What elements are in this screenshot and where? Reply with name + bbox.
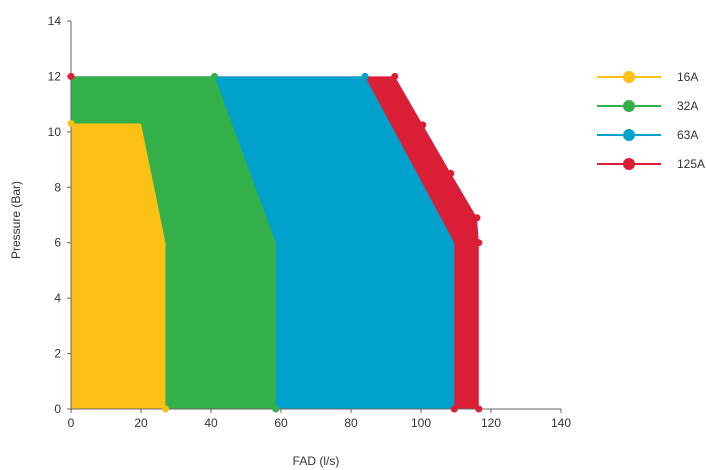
point-125a bbox=[419, 121, 427, 129]
legend-label: 32A bbox=[677, 99, 698, 113]
point-16a bbox=[162, 405, 169, 413]
y-tick-label: 0 bbox=[54, 402, 61, 416]
y-tick-label: 12 bbox=[48, 69, 62, 83]
point-125a bbox=[450, 405, 458, 413]
point-125a bbox=[473, 214, 481, 222]
point-32a bbox=[211, 72, 218, 80]
point-16a bbox=[67, 120, 75, 127]
legend-swatch-dot bbox=[623, 158, 635, 170]
y-axis-title: Pressure (Bar) bbox=[9, 181, 23, 259]
point-125a bbox=[67, 72, 75, 80]
legend-swatch-dot bbox=[623, 100, 635, 112]
y-ticks: 0 2 4 6 8 10 12 14 bbox=[48, 14, 71, 416]
x-tick-label: 140 bbox=[551, 416, 571, 430]
y-tick-label: 2 bbox=[54, 347, 61, 361]
x-axis-title: FAD (l/s) bbox=[293, 454, 340, 468]
x-tick-label: 20 bbox=[134, 416, 148, 430]
point-32a bbox=[272, 405, 280, 413]
legend-label: 63A bbox=[677, 128, 698, 142]
legend-item-32a: 32A bbox=[597, 99, 698, 113]
y-tick-label: 4 bbox=[54, 291, 61, 305]
area-16a bbox=[71, 123, 166, 409]
plot-areas bbox=[71, 76, 479, 410]
x-tick-label: 80 bbox=[344, 416, 358, 430]
x-tick-label: 40 bbox=[204, 416, 218, 430]
x-tick-label: 100 bbox=[411, 416, 431, 430]
legend-label: 125A bbox=[677, 157, 705, 171]
x-tick-label: 0 bbox=[68, 416, 75, 430]
legend-label: 16A bbox=[677, 70, 698, 84]
point-125a bbox=[475, 405, 483, 413]
legend-item-63a: 63A bbox=[597, 128, 698, 142]
markers bbox=[67, 72, 483, 413]
legend: 16A 32A 63A 125A bbox=[597, 70, 705, 171]
point-125a bbox=[391, 72, 399, 80]
x-ticks: 0 20 40 60 80 100 120 140 bbox=[68, 409, 571, 430]
legend-item-125a: 125A bbox=[597, 157, 705, 171]
y-tick-label: 10 bbox=[48, 125, 62, 139]
legend-item-16a: 16A bbox=[597, 70, 698, 84]
x-tick-label: 120 bbox=[481, 416, 501, 430]
legend-swatch-dot bbox=[623, 129, 635, 141]
point-63a bbox=[361, 72, 369, 80]
point-125a bbox=[475, 239, 483, 247]
y-tick-label: 8 bbox=[54, 180, 61, 194]
x-tick-label: 60 bbox=[274, 416, 288, 430]
point-125a bbox=[447, 169, 455, 177]
y-tick-label: 6 bbox=[54, 236, 61, 250]
y-tick-label: 14 bbox=[48, 14, 62, 28]
legend-swatch-dot bbox=[623, 71, 635, 83]
